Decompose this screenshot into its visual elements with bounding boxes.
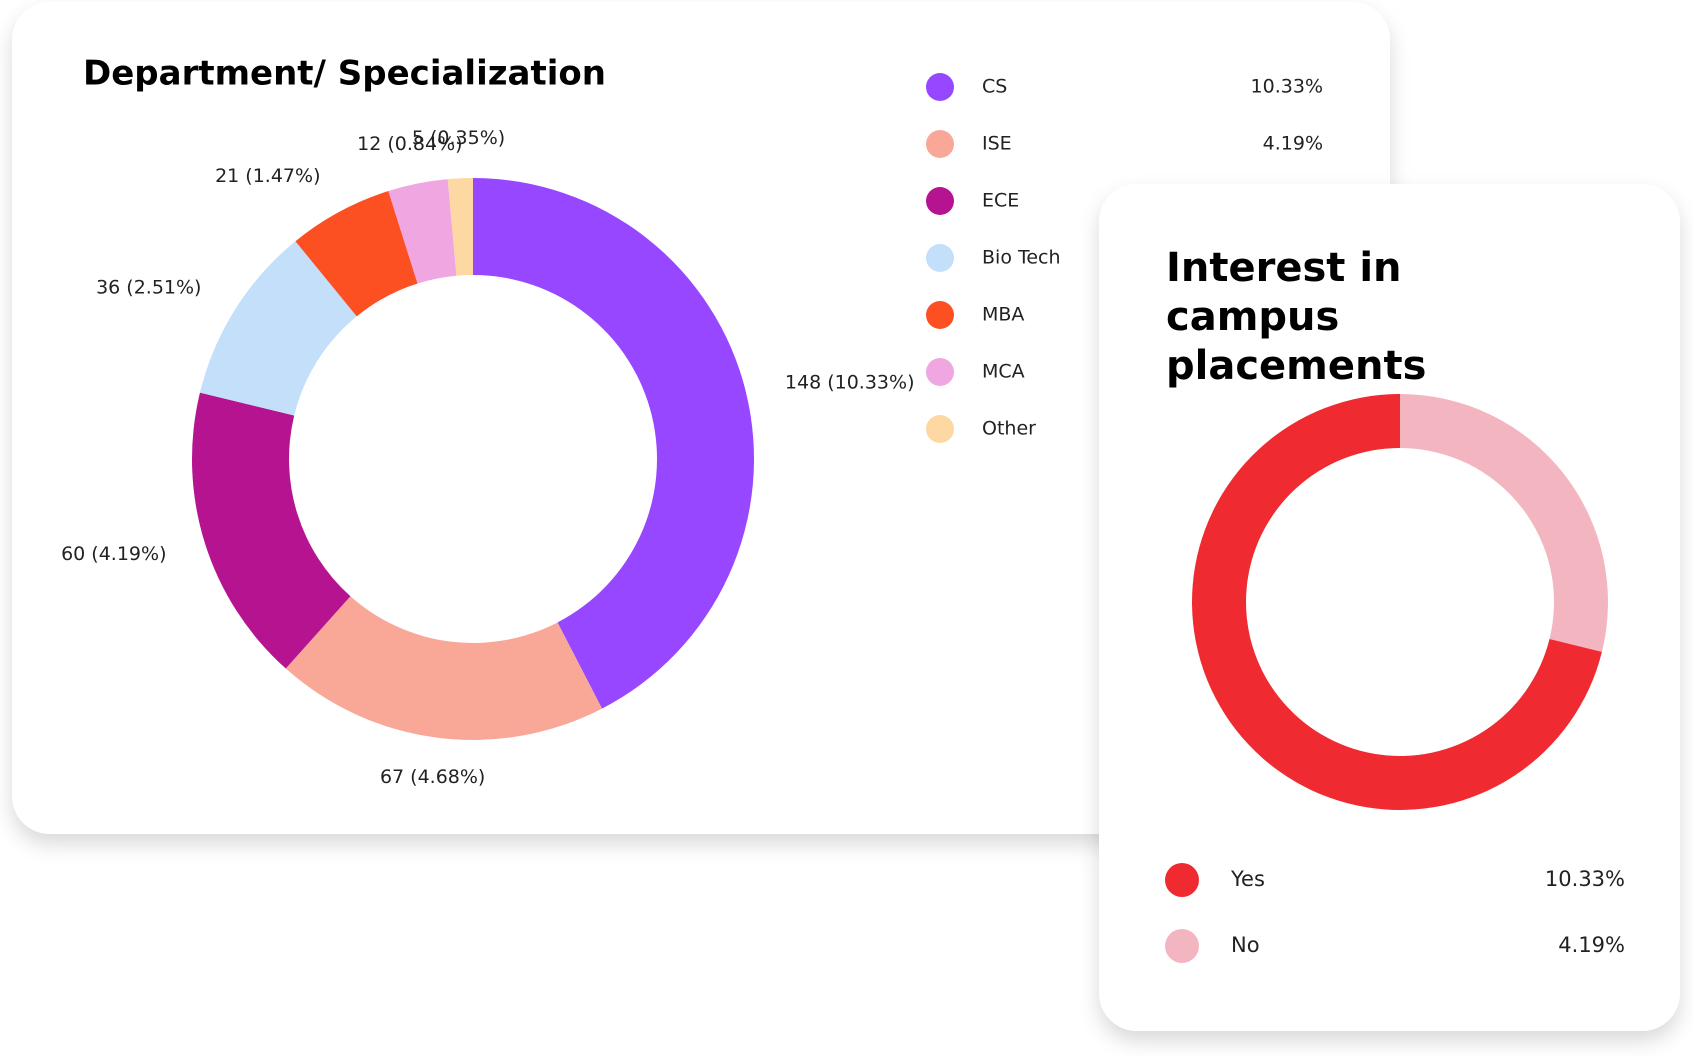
legend-label: Bio Tech [982,247,1061,269]
legend-label: ECE [982,190,1019,212]
legend-marker [926,301,954,329]
donut-slice [1400,394,1608,652]
donut-slice [447,178,473,276]
legend-label: CS [982,76,1007,98]
legend-marker [1165,863,1199,897]
data-label: 21 (1.47%) [215,165,320,187]
legend-marker [926,187,954,215]
legend-marker [926,415,954,443]
legend-label: Yes [1230,867,1265,891]
legend-label: No [1231,933,1260,957]
legend-label: MCA [982,361,1025,383]
donut-slice [192,392,351,669]
legend-percent: 4.19% [1558,933,1625,957]
donut-slice [388,179,457,284]
legend-label: Other [982,418,1036,440]
placement-card: Interest in campus placements Yes 10.33% No 4… [1099,184,1680,1031]
donut-slice [295,191,418,317]
card-title: Interest in campus placements [1166,245,1426,389]
legend-percent: 10.33% [1251,76,1323,98]
legend-marker [926,244,954,272]
data-label: 60 (4.19%) [61,543,166,565]
data-label: 67 (4.68%) [380,766,485,788]
legend-percent: 10.33% [1545,867,1625,891]
data-label: 12 (0.84%) [357,133,462,155]
card-title: Department/ Specialization [83,54,606,94]
card-background [1099,184,1680,1031]
donut-slice [473,178,754,709]
data-label: 36 (2.51%) [96,276,201,298]
data-label: 5 (0.35%) [412,127,505,149]
legend-marker [926,358,954,386]
legend-label: MBA [982,304,1024,326]
department-card: Department/ Specialization 148 (10.33%) 6… [12,2,1390,834]
legend-marker [926,73,954,101]
donut-slice [199,241,357,416]
legend-label: ISE [982,133,1012,155]
legend-marker [926,130,954,158]
legend-percent: 4.19% [1263,133,1323,155]
legend-marker [1165,929,1199,963]
donut-slice [285,596,603,740]
data-label: 148 (10.33%) [785,372,915,394]
